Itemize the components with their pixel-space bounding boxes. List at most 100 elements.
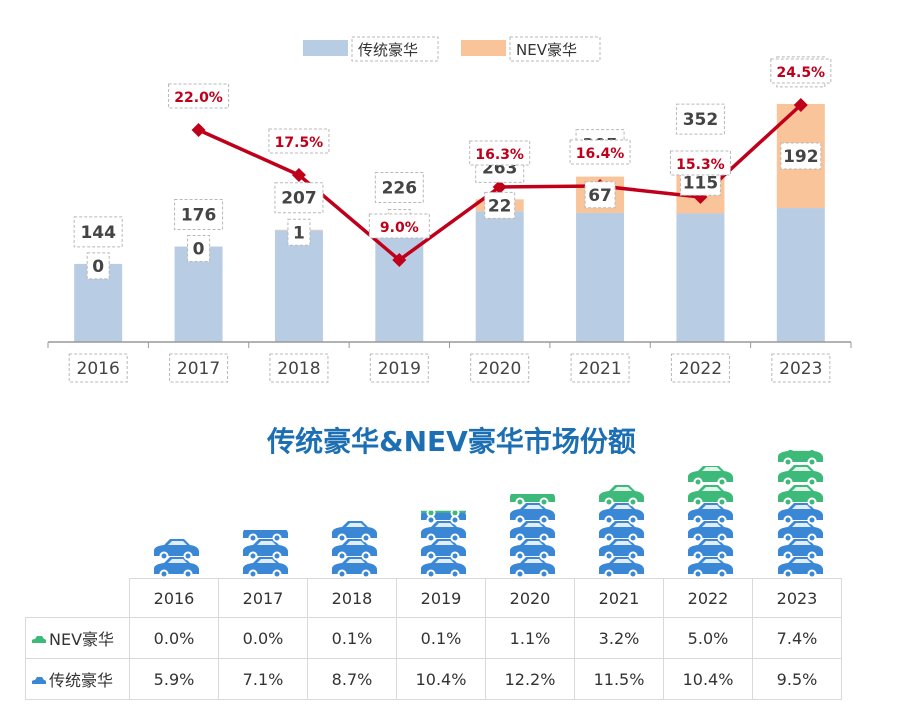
car-icons [154,450,823,579]
growth-label-2023-text: 24.5% [777,65,826,81]
growth-label-2018: 17.5% [268,128,330,154]
growth-label-2019: 9.0% [368,213,430,239]
legend-label-traditional: 传统豪华 [358,41,418,59]
year-label-2020-text: 2020 [478,359,521,379]
blue-car-icon-2021 [599,557,644,579]
year-label-2019: 2019 [369,353,429,383]
blue-car-icon-2021 [599,503,644,525]
year-label-2017: 2017 [169,353,229,383]
growth-marker-2023 [793,98,808,112]
green-car-icon-2022 [688,485,733,507]
blue-car-icon-2018 [332,557,377,579]
table-cell: 8.7% [307,658,397,700]
total-value-label-2017-text: 176 [181,206,217,226]
year-label-2021-text: 2021 [578,359,621,379]
total-value-label-2019-text: 226 [382,178,418,198]
table-year-2020: 2020 [485,578,575,618]
row-label-text: 传统豪华 [49,671,114,690]
blue-car-icon-2023 [778,557,823,579]
nev-value-label-2020: 22 [484,191,516,219]
table-row: NEV豪华 0.0% 0.0% 0.1% 0.1% 1.1% 3.2% 5.0% 7.4% [25,617,842,659]
growth-label-2020-text: 16.3% [475,147,524,163]
nev-value-label-2016-text: 0 [92,257,104,277]
green-car-icon [32,636,46,643]
growth-label-2017: 22.0% [168,83,230,109]
green-car-icon-2021 [599,485,644,507]
bar-traditional-2021 [576,212,625,342]
blue-car-icon-2016 [154,539,199,561]
bar-traditional-2020 [475,211,524,342]
table-cell: 10.4% [663,658,753,700]
year-label-2021: 2021 [570,353,630,383]
table-cell: 0.0% [129,617,219,659]
legend-swatch-traditional [303,40,348,56]
blue-car-icon-2021 [599,521,644,543]
growth-label-2023: 24.5% [770,58,832,84]
table-year-2023: 2023 [752,578,842,618]
total-value-label-2022: 352 [675,103,725,135]
table-year-2021: 2021 [574,578,664,618]
blue-car-icon-2016 [154,557,199,579]
table-year-2022: 2022 [663,578,753,618]
table-cell: 9.5% [752,658,842,700]
growth-label-2020: 16.3% [469,140,531,166]
bar-traditional-2022 [676,213,725,342]
bar-traditional-2023 [776,208,825,342]
nev-value-label-2021: 67 [584,181,616,209]
year-label-2023-text: 2023 [779,359,822,379]
growth-label-2021: 16.4% [569,139,631,165]
row-label: 传统豪华 [25,658,130,700]
table-header-row: 2016 2017 2018 2019 2020 2021 2022 2023 [26,578,842,618]
year-label-2018-text: 2018 [277,359,320,379]
blue-car-icon-2019 [421,521,466,543]
table-cell: 7.1% [218,658,308,700]
blue-car-icon-2022 [688,503,733,525]
sales-chart: 传统豪华 NEV豪华 01440176120722262226367305115… [47,36,852,383]
nev-value-label-2018-text: 1 [293,223,305,243]
blue-car-icon-2020 [510,539,555,561]
blue-car-icon-2023 [778,521,823,543]
growth-marker-2017 [191,123,206,137]
green-car-icon-partial-2023 [778,450,823,467]
year-label-2023: 2023 [771,353,831,383]
total-value-label-2017: 176 [174,199,224,231]
year-label-2017-text: 2017 [177,359,220,379]
blue-car-icon-2022 [688,539,733,561]
table-year-2016: 2016 [129,578,219,618]
nev-value-label-2023-text: 192 [783,147,819,167]
year-label-2019-text: 2019 [378,359,421,379]
blue-car-icon-2020 [510,557,555,579]
growth-marker-2020 [492,180,507,194]
table-cell: 3.2% [574,617,664,659]
total-value-label-2022-text: 352 [683,110,719,130]
growth-label-2017-text: 22.0% [174,90,223,106]
nev-value-label-2023: 192 [780,142,822,170]
share-title: 传统豪华&NEV豪华市场份额 [267,425,636,458]
total-value-label-2016: 144 [73,216,123,248]
table-year-2018: 2018 [307,578,397,618]
row-label-text: NEV豪华 [49,630,115,649]
blue-car-icon-2017 [243,539,288,561]
growth-label-2019-text: 9.0% [380,220,419,236]
legend-swatch-nev [461,40,506,56]
table-cell: 10.4% [396,658,486,700]
nev-value-label-2020-text: 22 [488,196,512,216]
year-label-2018: 2018 [269,353,329,383]
legend: 传统豪华 NEV豪华 [303,36,601,62]
table-row: 传统豪华 5.9% 7.1% 8.7% 10.4% 12.2% 11.5% 10.4% 9.5% [25,658,842,700]
table-cell: 0.1% [307,617,397,659]
blue-car-icon-2023 [778,503,823,525]
year-label-2022-text: 2022 [679,359,722,379]
nev-value-label-2021-text: 67 [588,186,612,206]
nev-value-label-2016: 0 [86,252,110,280]
table-cell: 7.4% [752,617,842,659]
blue-car-icon [32,677,46,684]
growth-label-2022-text: 15.3% [676,157,725,173]
total-value-label-2018-text: 207 [281,189,317,209]
year-label-2020: 2020 [470,353,530,383]
growth-marker-2019 [392,253,407,267]
growth-marker-2018 [291,168,306,182]
bar-traditional-2019 [375,220,424,342]
table-cell: 5.9% [129,658,219,700]
year-label-2016: 2016 [68,353,128,383]
